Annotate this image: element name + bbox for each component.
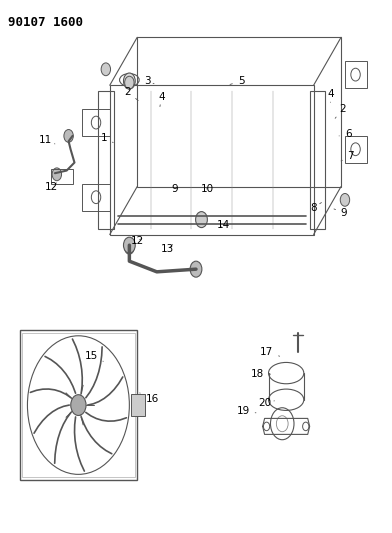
Text: 4: 4	[158, 92, 165, 107]
Text: 18: 18	[251, 369, 270, 379]
Text: 10: 10	[200, 184, 214, 194]
Bar	[131, 394, 145, 416]
Circle shape	[52, 168, 62, 181]
Text: 7: 7	[341, 151, 354, 161]
Text: 9: 9	[334, 208, 347, 218]
Bar	[20, 330, 137, 480]
Circle shape	[190, 261, 202, 277]
Bar	[22, 333, 135, 477]
Text: 5: 5	[230, 76, 244, 86]
Text: 2: 2	[335, 104, 345, 118]
Text: 90107 1600: 90107 1600	[8, 16, 83, 29]
Circle shape	[64, 130, 73, 142]
Circle shape	[71, 394, 86, 416]
Bar	[82, 109, 110, 136]
Circle shape	[101, 63, 111, 76]
Text: 15: 15	[84, 351, 103, 361]
Bar	[110, 85, 314, 235]
Bar	[82, 184, 110, 211]
Text: 20: 20	[258, 399, 274, 408]
Circle shape	[340, 193, 350, 206]
Bar	[51, 169, 73, 184]
Bar	[345, 136, 367, 163]
Bar	[310, 91, 325, 229]
Circle shape	[125, 76, 134, 89]
Circle shape	[125, 241, 134, 254]
Text: 16: 16	[140, 393, 159, 403]
Text: 3: 3	[144, 76, 154, 86]
Circle shape	[196, 212, 207, 228]
Text: 6: 6	[339, 130, 351, 139]
Text: 19: 19	[236, 407, 256, 416]
Bar	[345, 61, 367, 88]
Text: 17: 17	[260, 347, 279, 357]
Text: 12: 12	[45, 182, 58, 191]
Text: 1: 1	[101, 133, 113, 143]
Text: 8: 8	[310, 203, 321, 213]
Circle shape	[123, 73, 135, 89]
Text: 14: 14	[217, 220, 230, 230]
Text: 12: 12	[131, 236, 144, 246]
Text: 9: 9	[171, 184, 178, 194]
Bar	[98, 91, 114, 229]
Bar	[137, 37, 341, 187]
Text: 2: 2	[124, 87, 138, 101]
Circle shape	[123, 237, 135, 253]
Text: 11: 11	[38, 135, 55, 144]
Text: 4: 4	[327, 90, 334, 102]
Text: 13: 13	[161, 245, 174, 254]
